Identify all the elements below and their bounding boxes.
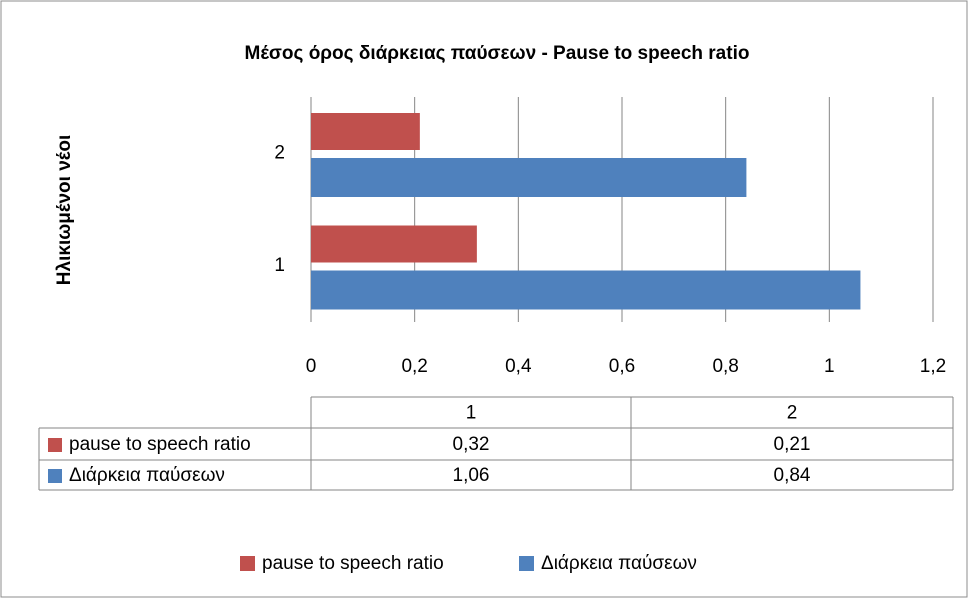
x-tick-label: 0: [306, 356, 317, 377]
x-tick-label: 0,4: [505, 356, 532, 377]
y-tick-label: 2: [274, 142, 285, 163]
x-tick-label: 0,2: [401, 356, 427, 377]
legend-swatch: [240, 556, 255, 571]
table-header: 1: [466, 403, 477, 424]
y-tick-label: 1: [274, 255, 285, 276]
x-tick-label: 1,2: [920, 356, 946, 377]
legend-swatch: [519, 556, 534, 571]
x-tick-label: 0,8: [712, 356, 738, 377]
legend-label: pause to speech ratio: [262, 553, 444, 574]
table-value: 0,32: [453, 434, 490, 455]
table-row-label: pause to speech ratio: [69, 434, 251, 455]
chart-title: Μέσος όρος διάρκειας παύσεων - Pause to …: [245, 43, 750, 64]
table-swatch: [48, 469, 62, 483]
table-header: 2: [787, 403, 798, 424]
table-swatch: [48, 438, 62, 452]
bar: [311, 225, 477, 263]
table-value: 0,84: [774, 465, 811, 486]
bar: [311, 158, 747, 197]
x-tick-label: 1: [824, 356, 835, 377]
table-row-label: Διάρκεια παύσεων: [69, 465, 225, 486]
bar: [311, 270, 861, 310]
y-axis-title: Ηλικιωμένοι νέοι: [54, 135, 75, 285]
table-value: 0,21: [774, 434, 811, 455]
legend-label: Διάρκεια παύσεων: [541, 553, 697, 574]
bar: [311, 113, 420, 150]
x-tick-label: 0,6: [609, 356, 635, 377]
table-value: 1,06: [453, 465, 490, 486]
